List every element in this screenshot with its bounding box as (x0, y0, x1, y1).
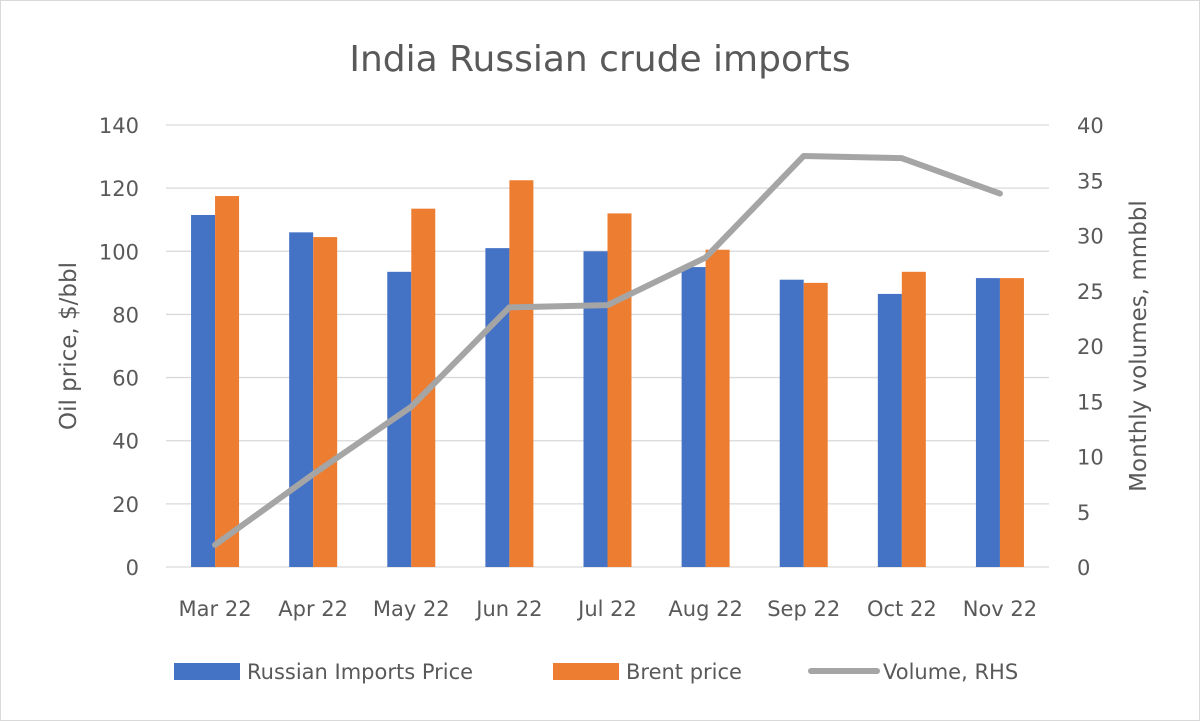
x-tick-label: Apr 22 (278, 597, 348, 621)
right-tick-label: 0 (1077, 556, 1090, 580)
volume-point-2 (410, 406, 412, 408)
x-tick-label: Nov 22 (963, 597, 1037, 621)
x-tick-label: Mar 22 (179, 597, 252, 621)
left-tick-label: 120 (99, 177, 139, 201)
bar-brent-price-3 (509, 180, 534, 567)
legend-item-0: Russian Imports Price (174, 660, 473, 684)
legend-swatch (174, 663, 240, 680)
left-axis-title: Oil price, $/bbl (56, 262, 82, 430)
legend-label: Volume, RHS (883, 660, 1018, 684)
bar-russian-imports-price-0 (191, 214, 216, 567)
x-axis-ticks: Mar 22 Apr 22 May 22 Jun 22 Jul 22 Aug 22 Sep … (179, 597, 1038, 621)
left-tick-label: 80 (112, 303, 139, 327)
right-axis-title: Monthly volumes, mmbbl (1126, 200, 1152, 492)
legend-item-1: Brent price (553, 660, 742, 684)
bar-brent-price-1 (313, 237, 338, 568)
left-tick-label: 40 (112, 430, 139, 454)
volume-point-4 (607, 304, 608, 306)
volume-point-5 (705, 257, 707, 259)
right-tick-label: 15 (1077, 390, 1104, 414)
bar-russian-imports-price-7 (877, 293, 902, 567)
left-tick-label: 60 (112, 367, 139, 391)
volume-point-0 (214, 544, 216, 546)
left-tick-label: 0 (126, 556, 139, 580)
left-tick-label: 20 (112, 493, 139, 517)
x-tick-label: Jun 22 (474, 597, 542, 621)
right-tick-label: 40 (1077, 114, 1104, 138)
bar-russian-imports-price-8 (975, 278, 1000, 567)
right-tick-label: 35 (1077, 169, 1104, 193)
legend-label: Russian Imports Price (247, 660, 473, 684)
bar-series (191, 180, 1024, 568)
legend-item-2: Volume, RHS (808, 660, 1018, 684)
bar-russian-imports-price-6 (779, 279, 804, 567)
x-tick-label: Oct 22 (867, 597, 937, 621)
right-tick-label: 30 (1077, 225, 1104, 249)
right-tick-label: 10 (1077, 446, 1104, 470)
bar-russian-imports-price-5 (681, 267, 706, 567)
bar-russian-imports-price-4 (583, 251, 608, 568)
left-tick-label: 100 (99, 240, 139, 264)
x-tick-label: May 22 (373, 597, 450, 621)
volume-point-3 (508, 306, 510, 308)
right-tick-label: 20 (1077, 335, 1104, 359)
bar-brent-price-8 (999, 278, 1024, 567)
volume-point-7 (901, 157, 903, 159)
right-tick-label: 25 (1077, 280, 1104, 304)
legend-swatch (553, 663, 619, 680)
right-axis-ticks: 0 5 10 15 20 25 30 35 40 (1077, 114, 1104, 580)
volume-point-1 (312, 473, 314, 475)
volume-point-6 (803, 155, 805, 157)
bar-russian-imports-price-1 (289, 232, 314, 568)
x-tick-label: Jul 22 (576, 597, 637, 621)
legend: Russian Imports Price Brent price Volume, … (174, 660, 1018, 684)
left-axis-ticks: 0 20 40 60 80 100 120 140 (99, 114, 139, 580)
bar-russian-imports-price-3 (485, 248, 510, 567)
bar-brent-price-7 (901, 271, 926, 567)
x-tick-label: Sep 22 (767, 597, 840, 621)
right-tick-label: 5 (1077, 501, 1090, 525)
volume-point-8 (999, 193, 1001, 195)
left-tick-label: 140 (99, 114, 139, 138)
legend-label: Brent price (626, 660, 742, 684)
chart-title: India Russian crude imports (349, 39, 850, 80)
bar-brent-price-4 (607, 213, 632, 567)
line-series (212, 152, 1003, 548)
bar-brent-price-5 (705, 249, 730, 567)
bar-brent-price-6 (803, 282, 828, 567)
x-tick-label: Aug 22 (668, 597, 742, 621)
bar-brent-price-0 (215, 196, 240, 568)
